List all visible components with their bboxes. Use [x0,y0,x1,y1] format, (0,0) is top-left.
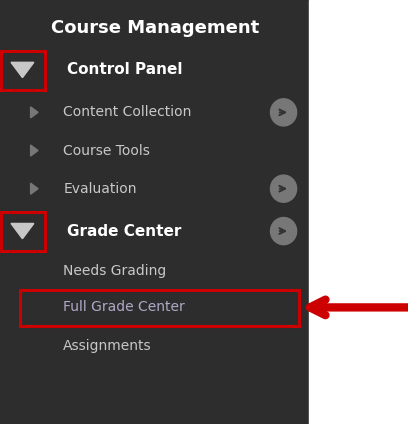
Text: Needs Grading: Needs Grading [63,264,166,279]
Bar [309,0,408,424]
Text: Course Management: Course Management [51,19,259,36]
Circle shape [271,175,297,202]
Text: Content Collection: Content Collection [63,105,192,120]
Bar [0,0,309,424]
Polygon shape [11,223,34,239]
Polygon shape [31,145,38,156]
Polygon shape [11,62,34,78]
Text: Assignments: Assignments [63,338,152,353]
Text: Evaluation: Evaluation [63,181,137,196]
Text: Full Grade Center: Full Grade Center [63,300,185,315]
Text: Grade Center: Grade Center [67,223,182,239]
Circle shape [271,218,297,245]
Text: Course Tools: Course Tools [63,143,150,158]
Text: Control Panel: Control Panel [67,62,183,78]
Polygon shape [31,107,38,118]
Polygon shape [31,183,38,194]
Circle shape [271,99,297,126]
